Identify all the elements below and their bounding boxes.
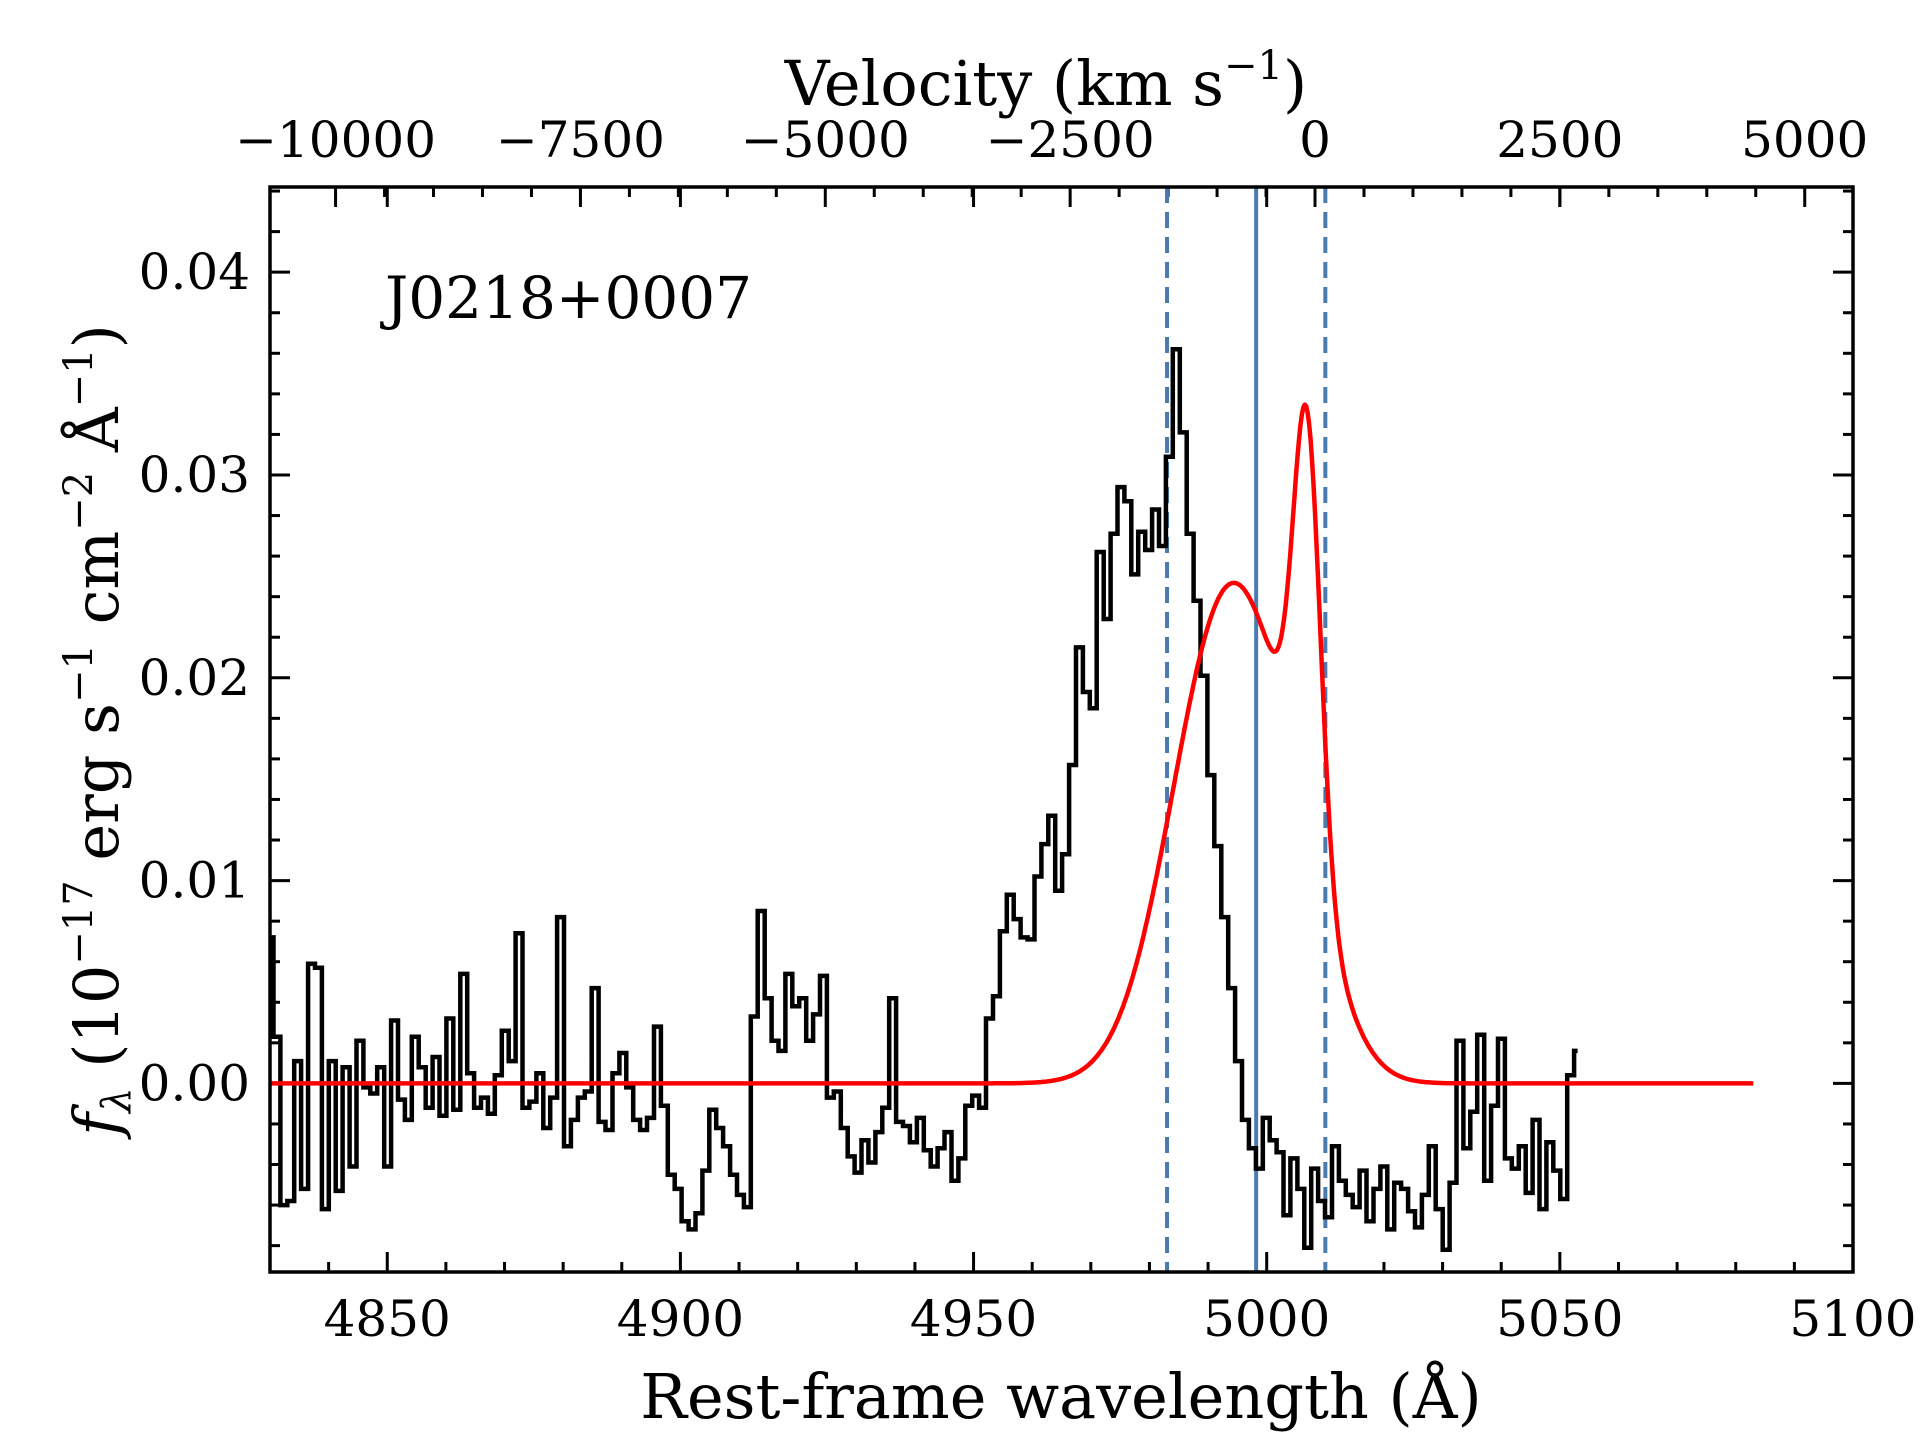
x-tick-label: 5100 — [1789, 1290, 1916, 1348]
top-axis-title-close: ) — [1283, 47, 1307, 120]
y-axis-title-open: (10 — [60, 965, 133, 1088]
top-axis-title-exponent: −1 — [1224, 43, 1283, 89]
x-tick-label: 4850 — [324, 1290, 451, 1348]
top-axis-title: Velocity (km s−1) — [784, 43, 1307, 120]
model-fit-line — [270, 402, 1755, 1086]
y-axis-title-exp2: −1 — [56, 644, 102, 703]
y-axis-title-mid3: Å — [60, 406, 133, 472]
y-tick-label: 0.00 — [139, 1054, 250, 1112]
x-tick-label: 5000 — [1203, 1290, 1330, 1348]
plot-frame — [268, 185, 1855, 1274]
velocity-tick-label: −10000 — [235, 111, 436, 169]
y-tick-label: 0.04 — [139, 243, 250, 301]
x-axis-title: Rest-frame wavelength (Å) — [640, 1360, 1481, 1433]
velocity-tick-label: −2500 — [986, 111, 1155, 169]
y-tick-label: 0.02 — [139, 649, 250, 707]
observed-spectrum-line — [270, 346, 1578, 1252]
y-axis-title-mid1: erg s — [60, 703, 133, 880]
y-axis-title-exp3: −2 — [56, 472, 102, 531]
y-axis-title-mid2: cm — [60, 531, 133, 644]
reference-lines — [1165, 187, 1328, 1272]
top-axis-title-text: Velocity (km s — [784, 47, 1224, 120]
y-axis-title-close: ) — [60, 324, 133, 348]
velocity-tick-label: −7500 — [496, 111, 665, 169]
y-tick-label: 0.01 — [139, 852, 250, 910]
data-series — [270, 346, 1755, 1252]
y-axis-title-subscript: λ — [94, 1088, 140, 1115]
y-tick-label: 0.03 — [139, 446, 250, 504]
velocity-tick-label: −5000 — [741, 111, 910, 169]
x-tick-label: 5050 — [1496, 1290, 1623, 1348]
y-axis-title: fλ (10−17 erg s−1 cm−2 Å−1) — [56, 324, 140, 1140]
y-axis-title-exp4: −1 — [56, 348, 102, 407]
axis-ticks — [268, 187, 1855, 1272]
velocity-tick-label: 0 — [1299, 111, 1331, 169]
y-axis-title-exp1: −17 — [56, 880, 102, 964]
x-tick-label: 4950 — [910, 1290, 1037, 1348]
tick-labels: 4850 4900 4950 5000 5050 5100 0.00 0.01 0.02 0.03… — [139, 111, 1917, 1348]
velocity-tick-label: 5000 — [1741, 111, 1868, 169]
x-tick-label: 4900 — [617, 1290, 744, 1348]
object-name-label: J0218+0007 — [380, 264, 752, 332]
velocity-tick-label: 2500 — [1496, 111, 1623, 169]
